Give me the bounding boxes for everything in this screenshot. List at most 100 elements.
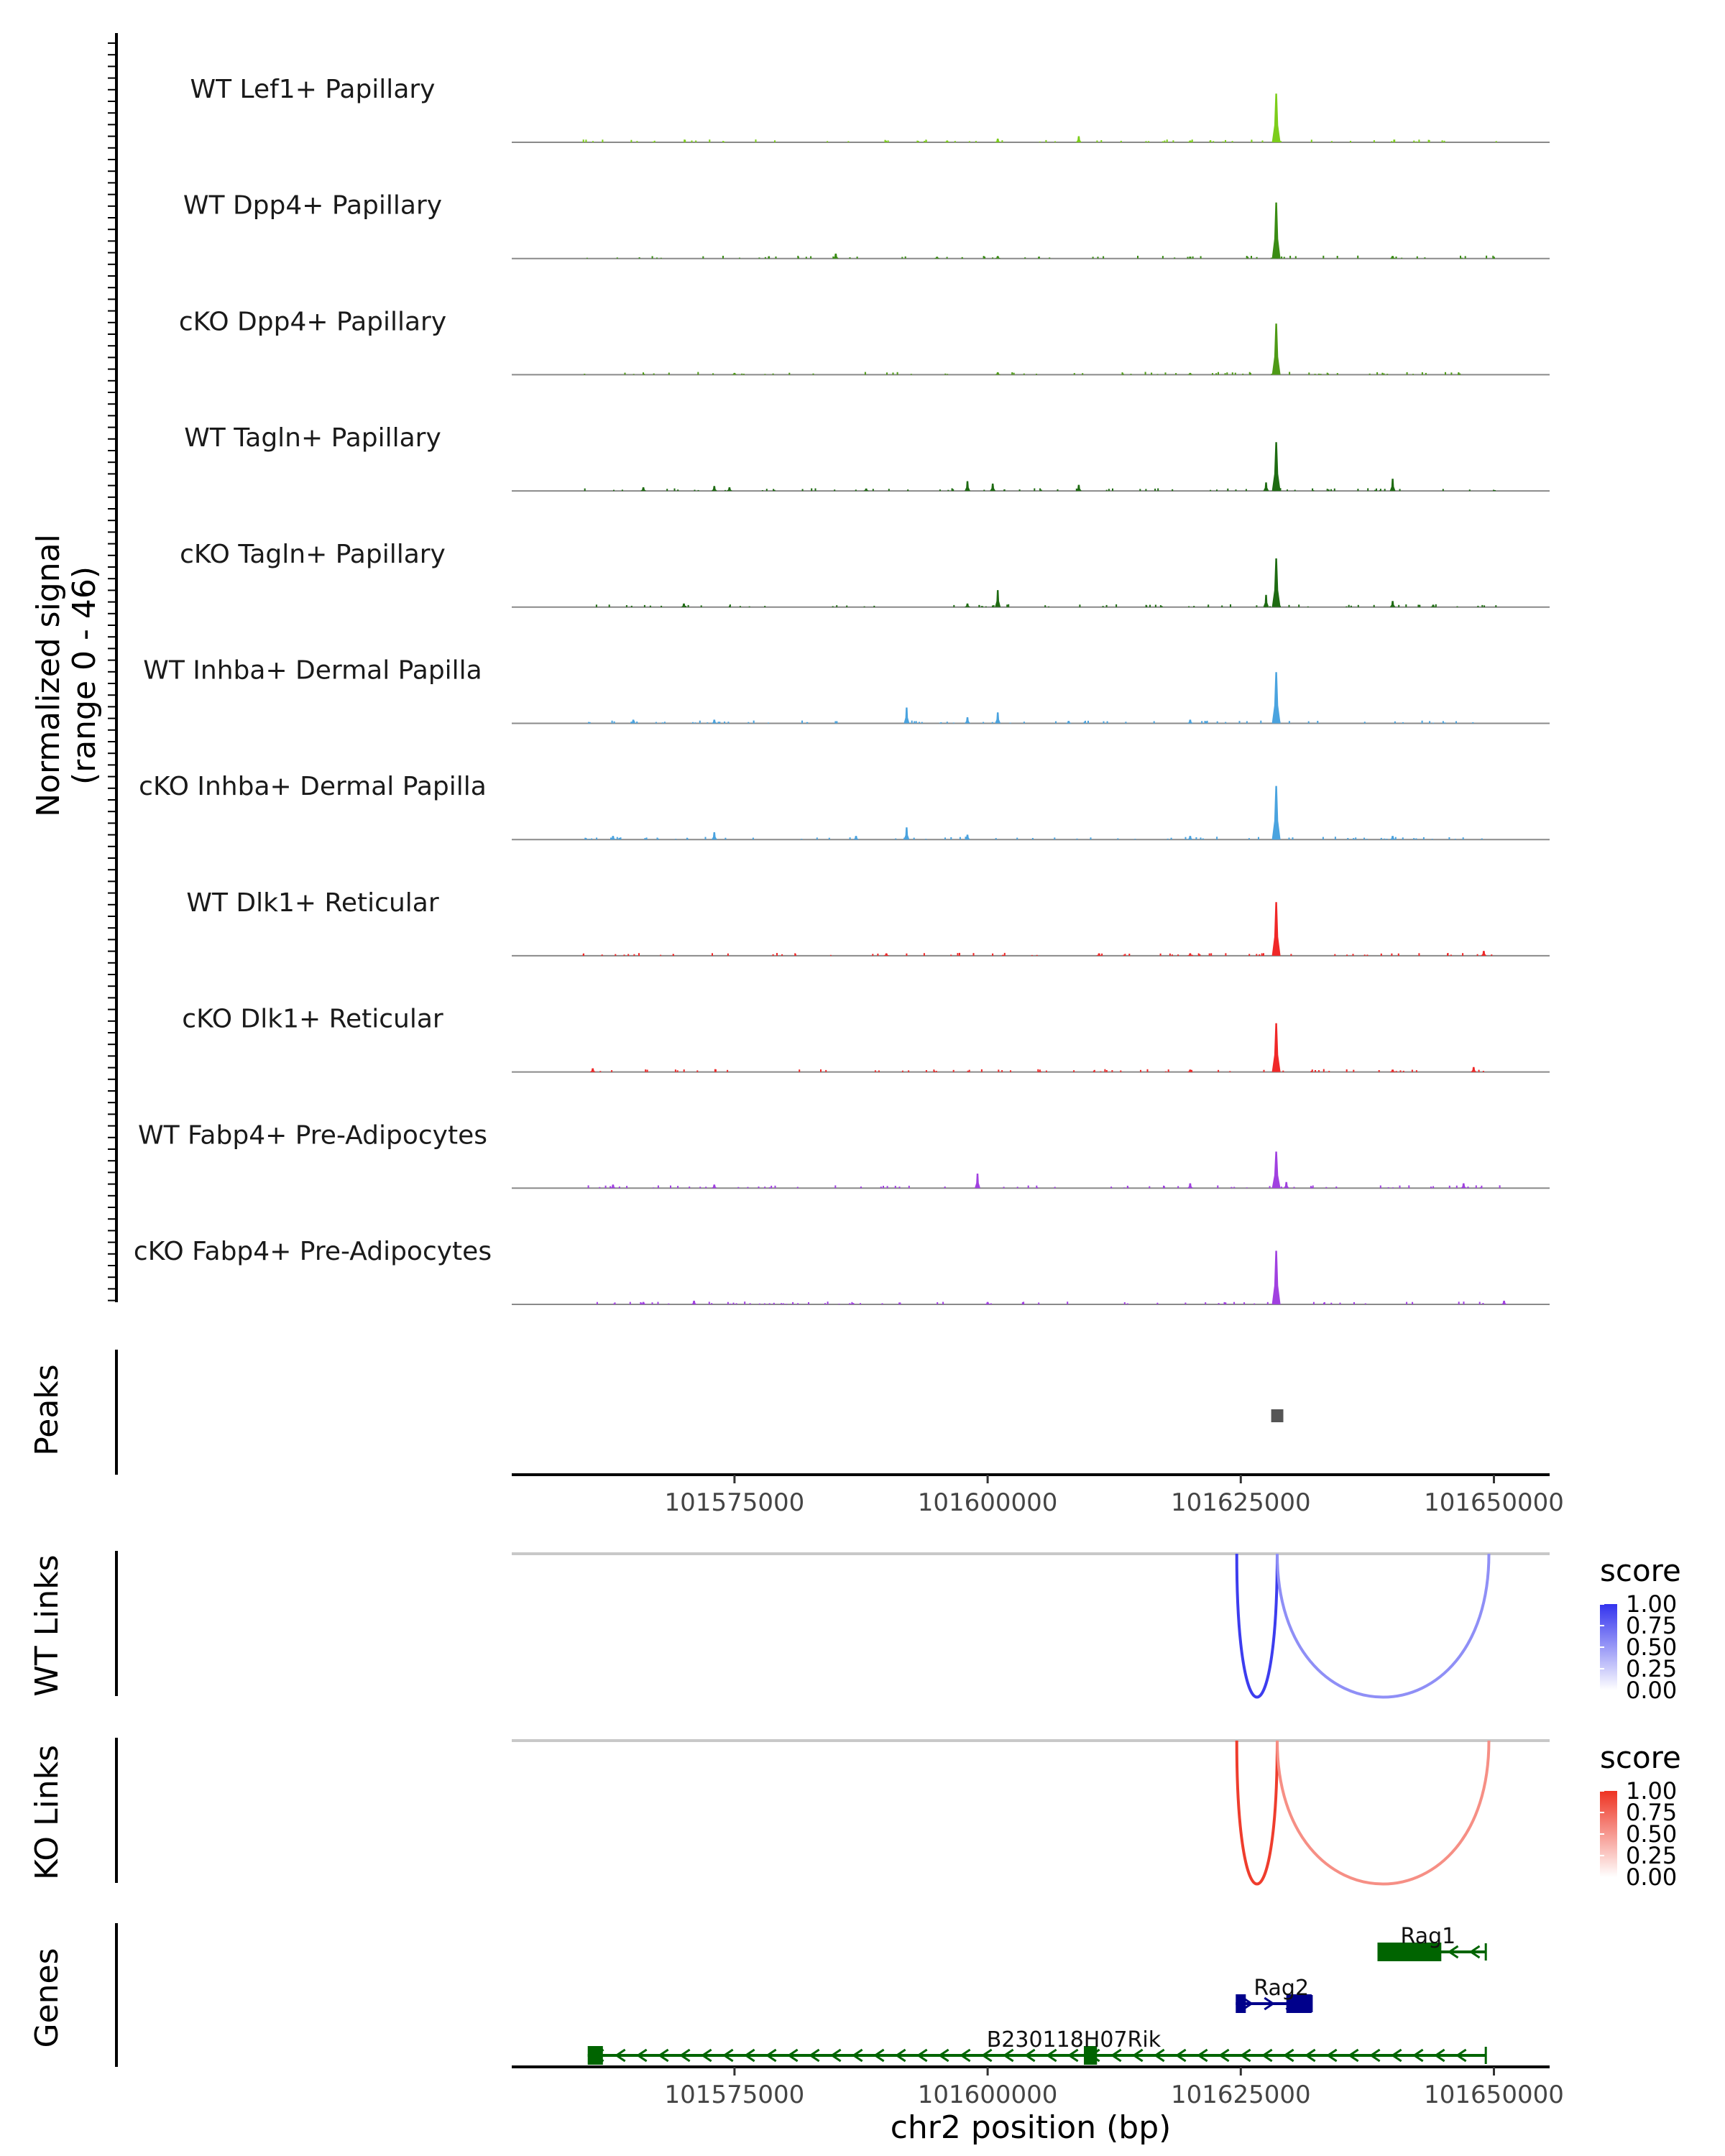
- coverage-peak: [711, 486, 717, 492]
- coverage-noise: [1151, 372, 1153, 375]
- coverage-noise: [1195, 837, 1197, 840]
- coverage-noise: [705, 1187, 707, 1189]
- coverage-noise: [660, 257, 662, 259]
- coverage-noise: [1270, 257, 1272, 259]
- coverage-noise: [1374, 489, 1376, 492]
- coverage-noise: [1038, 1302, 1040, 1304]
- coverage-noise: [582, 954, 584, 956]
- coverage-noise: [937, 1302, 939, 1304]
- coverage-noise: [816, 837, 818, 840]
- coverage-noise: [1172, 489, 1174, 492]
- coverage-noise: [1391, 141, 1393, 142]
- coverage-noise: [1123, 1302, 1126, 1304]
- coverage-noise: [686, 837, 688, 840]
- coverage-noise: [1156, 1302, 1159, 1304]
- coverage-noise: [1353, 1302, 1355, 1304]
- strand-arrow: [1174, 2048, 1187, 2063]
- coverage-noise: [1419, 604, 1421, 607]
- coverage-noise: [1292, 837, 1294, 840]
- coverage-noise: [1330, 489, 1332, 492]
- coverage-noise: [947, 489, 949, 492]
- coverage-noise: [1205, 1302, 1207, 1304]
- coverage-peak: [903, 707, 910, 724]
- coverage-noise: [1055, 721, 1057, 724]
- coverage-noise: [1191, 1069, 1192, 1072]
- coverage-noise: [1021, 1302, 1024, 1304]
- coverage-noise: [618, 1187, 620, 1189]
- coverage-noise: [1294, 256, 1297, 259]
- coverage-noise: [851, 1302, 853, 1304]
- coverage-noise: [616, 257, 618, 259]
- coverage-noise: [1462, 837, 1464, 840]
- strand-arrow: [657, 2048, 669, 2063]
- coverage-noise: [1124, 954, 1126, 956]
- coverage-noise: [643, 604, 645, 607]
- coverage-noise: [727, 1302, 729, 1304]
- coverage-noise: [1317, 721, 1319, 724]
- coverage-noise: [810, 256, 812, 259]
- coverage-noise: [1406, 372, 1408, 375]
- coverage-peak: [934, 257, 940, 259]
- coverage-noise: [1153, 721, 1155, 724]
- coverage-noise: [1123, 1187, 1126, 1189]
- coverage-noise: [719, 722, 721, 724]
- coverage-noise: [765, 489, 768, 492]
- coverage-noise: [827, 141, 829, 142]
- coverage-noise: [636, 722, 638, 724]
- coverage-noise: [1333, 488, 1335, 492]
- coverage-noise: [904, 256, 906, 259]
- coverage-noise: [699, 1187, 702, 1189]
- coverage-noise: [836, 605, 838, 607]
- coverage-noise: [1293, 1187, 1295, 1189]
- coverage-noise: [588, 722, 589, 724]
- coverage-noise: [1144, 372, 1146, 375]
- coverage-noise: [1326, 372, 1328, 375]
- coverage-noise: [1289, 372, 1291, 375]
- coverage-noise: [1263, 1069, 1265, 1072]
- strand-arrow: [916, 2048, 928, 2063]
- coverage-noise: [1357, 255, 1359, 259]
- coverage-noise: [663, 722, 666, 724]
- strand-arrow: [1218, 2048, 1230, 2063]
- coverage-noise: [1492, 255, 1494, 259]
- coverage-noise: [1357, 489, 1359, 492]
- coverage-noise: [587, 1185, 589, 1189]
- coverage-noise: [1149, 604, 1151, 607]
- strand-arrow: [1304, 2048, 1316, 2063]
- coverage-noise: [1376, 372, 1379, 375]
- coverage-peak: [711, 719, 717, 724]
- coverage-noise: [1110, 1187, 1113, 1189]
- coverage-noise: [1075, 488, 1077, 492]
- coverage-noise: [1401, 257, 1403, 259]
- coverage-noise: [1462, 953, 1464, 956]
- coverage-noise: [704, 837, 707, 840]
- coverage-noise: [1308, 372, 1310, 375]
- coverage-noise: [1258, 837, 1259, 840]
- legend-tick-label: 0.25: [1626, 1842, 1677, 1869]
- peak-regions: [1271, 1409, 1284, 1422]
- coverage-noise: [933, 1069, 935, 1072]
- coverage-noise: [1330, 1302, 1333, 1304]
- coverage-noise: [856, 257, 858, 259]
- gene-models: Rag1 Rag2 B230118H07Rik: [587, 1924, 1487, 2065]
- coverage-noise: [1450, 954, 1452, 956]
- coverage-noise: [1247, 257, 1249, 259]
- coverage-noise: [1482, 1071, 1484, 1072]
- coverage-noise: [883, 1186, 884, 1189]
- strand-arrow: [851, 2048, 863, 2063]
- coverage-noise: [1218, 1069, 1220, 1072]
- coverage-noise: [983, 256, 985, 259]
- coverage-noise: [1325, 1187, 1328, 1189]
- coverage-noise: [656, 837, 658, 840]
- coverage-noise: [1197, 953, 1200, 956]
- coverage-noise: [599, 1187, 601, 1189]
- coverage-peak: [965, 603, 970, 607]
- coverage-noise: [940, 722, 942, 724]
- coverage-noise: [1443, 140, 1445, 142]
- coverage-noise: [585, 139, 587, 142]
- coverage-noise: [1379, 1185, 1381, 1189]
- coverage-noise: [1096, 140, 1098, 142]
- coverage-track-label: WT Dlk1+ Reticular: [186, 888, 438, 918]
- coverage-noise: [712, 373, 714, 375]
- coverage-noise: [772, 373, 774, 375]
